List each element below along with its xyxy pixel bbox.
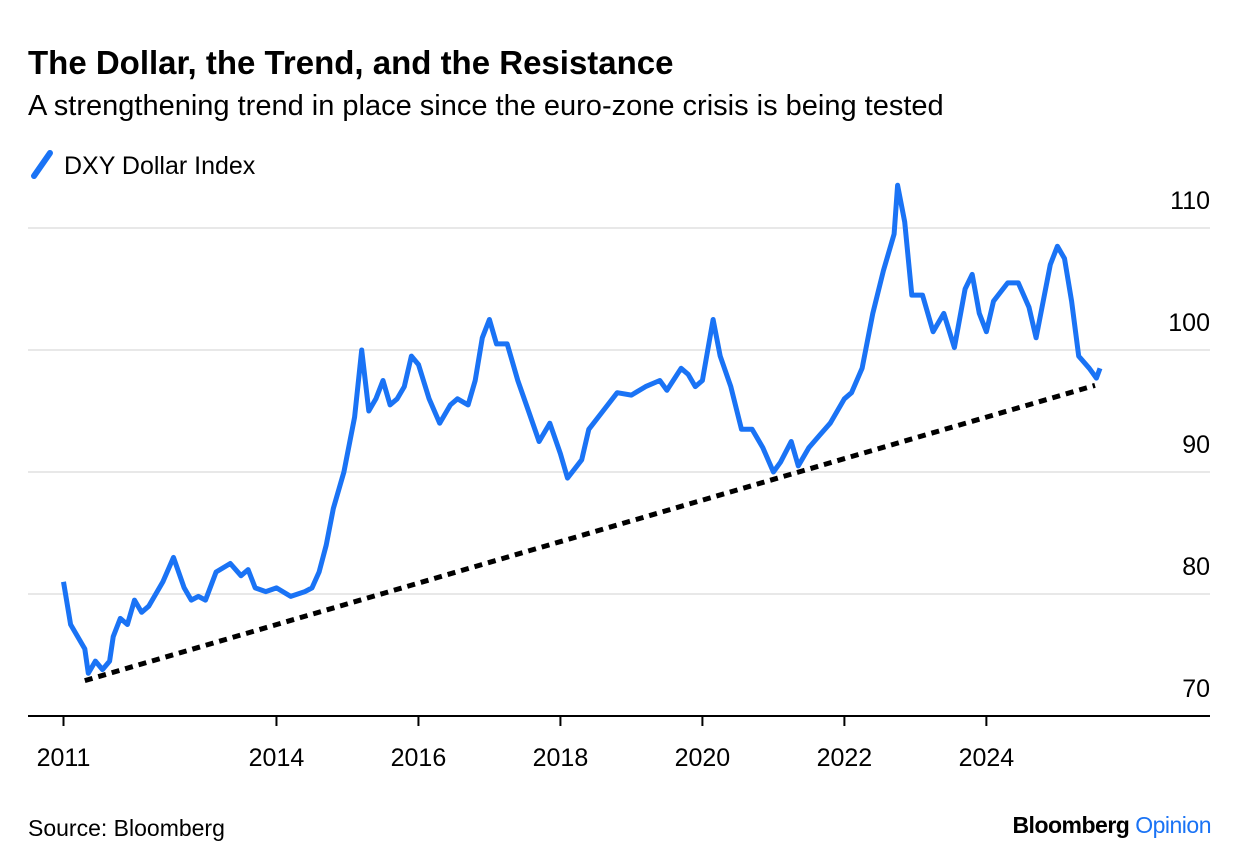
x-tick-label: 2011 [37,744,91,772]
x-tick-label: 2024 [959,744,1015,772]
y-tick-label: 100 [1168,309,1210,337]
legend-label: DXY Dollar Index [64,152,256,180]
trend-line [84,383,1096,683]
y-tick-label: 70 [1182,675,1210,703]
x-tick-label: 2014 [249,744,305,772]
y-tick-label: 110 [1170,187,1210,215]
y-tick-label: 80 [1182,553,1210,581]
logo-suffix: Opinion [1135,812,1211,838]
chart-subtitle: A strengthening trend in place since the… [28,90,944,122]
data-line [61,182,1103,676]
x-tick-label: 2022 [817,744,873,772]
source: Source: Bloomberg [28,815,225,841]
y-tick-label: 90 [1182,431,1210,459]
legend-swatch [31,150,53,179]
x-tick-label: 2020 [675,744,731,772]
logo: Bloomberg Opinion [1012,812,1211,838]
logo-brand: Bloomberg [1012,812,1129,838]
x-tick-label: 2018 [533,744,589,772]
x-tick-label: 2016 [391,744,447,772]
chart-title: The Dollar, the Trend, and the Resistanc… [28,44,674,81]
